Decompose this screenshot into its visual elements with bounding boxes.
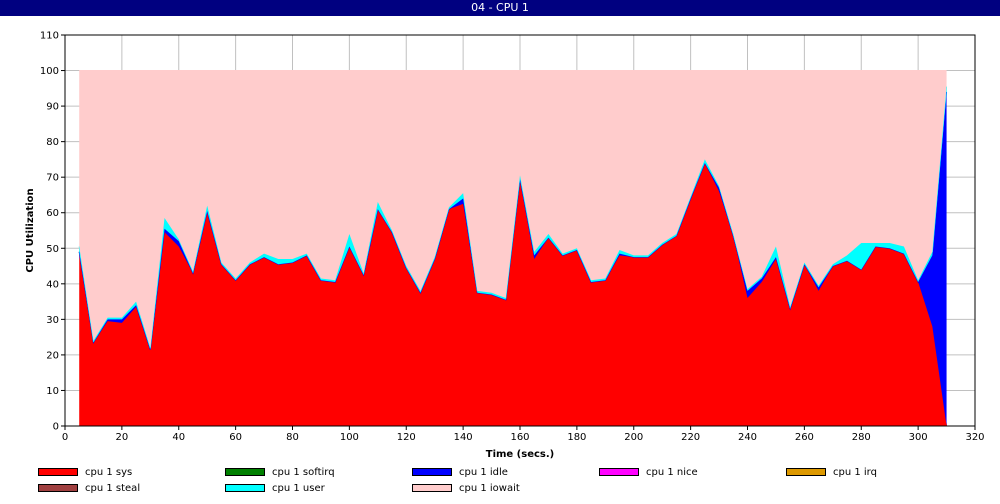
x-tick-label: 200 <box>624 432 643 443</box>
line-cpu-1-user <box>78 86 948 348</box>
x-tick-label: 60 <box>229 432 242 443</box>
legend-item: cpu 1 irq <box>786 465 877 479</box>
y-tick-label: 50 <box>46 244 59 255</box>
legend-label: cpu 1 sys <box>85 466 133 478</box>
legend-label: cpu 1 nice <box>646 466 698 478</box>
legend-item: cpu 1 nice <box>599 465 698 479</box>
x-tick-label: 120 <box>397 432 416 443</box>
legend-item: cpu 1 softirq <box>225 465 335 479</box>
legend-label: cpu 1 idle <box>459 466 508 478</box>
legend: cpu 1 sys cpu 1 softirq cpu 1 idle cpu 1 ni… <box>0 462 1000 504</box>
y-tick-label: 40 <box>46 279 59 290</box>
legend-item: cpu 1 idle <box>412 465 508 479</box>
legend-swatch <box>225 484 265 492</box>
x-tick-label: 160 <box>510 432 529 443</box>
x-axis-title: Time (secs.) <box>486 449 555 460</box>
x-tick-label: 260 <box>795 432 814 443</box>
cpu-utilization-chart: 0 20 40 60 80 100 120 140 160 180 200 220 240 260 280 3… <box>25 31 985 461</box>
x-tick-label: 320 <box>965 432 984 443</box>
x-tick-label: 80 <box>286 432 299 443</box>
x-tick-label: 140 <box>454 432 473 443</box>
axis-ticks: 0 20 40 60 80 100 120 140 160 180 200 220 240 260 280 3… <box>40 31 985 444</box>
x-tick-label: 220 <box>681 432 700 443</box>
legend-item: cpu 1 sys <box>38 465 132 479</box>
legend-label: cpu 1 user <box>272 482 325 494</box>
legend-swatch <box>38 484 78 492</box>
y-tick-label: 90 <box>46 102 59 113</box>
y-axis-title: CPU Utilization <box>25 188 36 272</box>
y-tick-label: 80 <box>46 137 59 148</box>
y-tick-label: 10 <box>46 386 59 397</box>
x-tick-label: 40 <box>172 432 185 443</box>
legend-label: cpu 1 softirq <box>272 466 335 478</box>
legend-item: cpu 1 user <box>225 481 325 495</box>
legend-swatch <box>225 468 265 476</box>
x-tick-label: 300 <box>909 432 928 443</box>
legend-label: cpu 1 steal <box>85 482 141 494</box>
y-tick-label: 100 <box>40 66 59 77</box>
y-tick-label: 20 <box>46 350 59 361</box>
x-tick-label: 240 <box>738 432 757 443</box>
x-tick-label: 0 <box>62 432 68 443</box>
area-cpu-1-sys <box>79 162 947 426</box>
x-tick-label: 280 <box>852 432 871 443</box>
y-tick-label: 0 <box>53 422 59 433</box>
y-tick-label: 70 <box>46 173 59 184</box>
legend-item: cpu 1 steal <box>38 481 140 495</box>
legend-label: cpu 1 irq <box>833 466 877 478</box>
legend-label: cpu 1 iowait <box>459 482 520 494</box>
stacked-areas <box>78 70 948 427</box>
legend-swatch <box>599 468 639 476</box>
legend-swatch <box>412 484 452 492</box>
legend-swatch <box>786 468 826 476</box>
y-tick-label: 60 <box>46 208 59 219</box>
x-tick-label: 180 <box>567 432 586 443</box>
window-title: 04 - CPU 1 <box>0 0 1000 16</box>
y-tick-label: 110 <box>40 31 59 42</box>
y-tick-label: 30 <box>46 315 59 326</box>
x-tick-label: 100 <box>340 432 359 443</box>
legend-swatch <box>38 468 78 476</box>
legend-item: cpu 1 iowait <box>412 481 520 495</box>
x-tick-label: 20 <box>116 432 129 443</box>
area-cpu-1-iowait <box>79 70 947 348</box>
legend-swatch <box>412 468 452 476</box>
